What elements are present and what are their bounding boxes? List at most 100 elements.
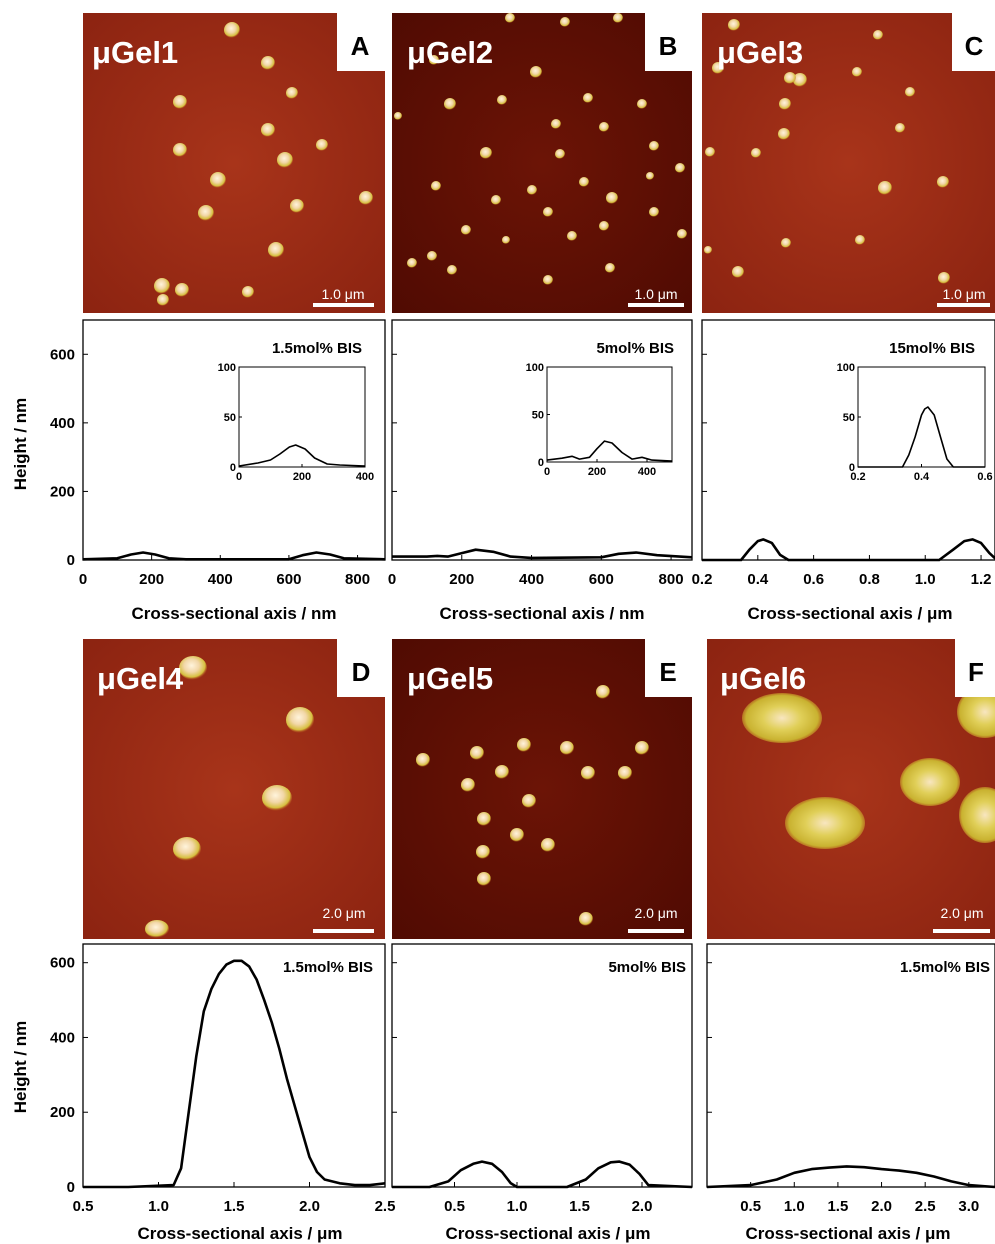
bis-label-c: 15mol% BIS <box>889 340 975 357</box>
y-tick-label: 400 <box>50 1029 75 1046</box>
panel-letter-f: F <box>968 657 984 687</box>
x-tick-label: 2.5 <box>915 1198 936 1215</box>
x-tick-label: 0.4 <box>914 471 930 483</box>
image-name-b: μGel2 <box>407 35 493 70</box>
scale-bar-label-d: 2.0 μm <box>322 905 365 921</box>
y-tick-label: 600 <box>50 346 75 363</box>
x-axis-label-e: Cross-sectional axis / μm <box>445 1224 650 1243</box>
y-axis-label-bottom: Height / nm <box>11 1021 30 1114</box>
y-tick-label: 0 <box>67 1179 75 1196</box>
scale-bar-label-e: 2.0 μm <box>634 905 677 921</box>
profile-chart-d: 0.5 1.0 1.5 2.0 2.5 0 200 400 600 <box>50 944 395 1215</box>
image-name-c: μGel3 <box>717 35 803 70</box>
x-tick-label: 0.5 <box>444 1198 465 1215</box>
x-tick-label: 0.6 <box>803 571 824 588</box>
x-tick-label: 1.0 <box>784 1198 805 1215</box>
x-tick-label: 1.0 <box>148 1198 169 1215</box>
x-tick-label: 0.5 <box>73 1198 94 1215</box>
x-axis-label-a: Cross-sectional axis / nm <box>131 604 336 623</box>
x-tick-label: 0.6 <box>977 471 992 483</box>
y-tick-label: 100 <box>526 362 544 374</box>
x-tick-label: 1.5 <box>569 1198 590 1215</box>
panel-letter-b: B <box>659 31 678 61</box>
y-tick-label: 50 <box>843 412 855 424</box>
x-tick-label: 200 <box>588 466 606 478</box>
inset-a: 0 200 400 0 50 100 <box>218 362 375 483</box>
image-name-e: μGel5 <box>407 661 493 696</box>
x-tick-label: 1.0 <box>915 571 936 588</box>
x-tick-label: 200 <box>293 471 311 483</box>
plot-frame <box>83 944 385 1187</box>
x-tick-label: 200 <box>139 571 164 588</box>
x-tick-label: 0 <box>79 571 87 588</box>
scale-bar-label-c: 1.0 μm <box>942 286 985 302</box>
y-tick-label: 0 <box>67 552 75 569</box>
y-tick-label: 200 <box>50 483 75 500</box>
plot-frame <box>707 944 995 1187</box>
x-tick-label: 0 <box>544 466 550 478</box>
profile-chart-f: 0.5 1.0 1.5 2.0 2.5 3.0 <box>707 944 995 1215</box>
y-tick-label: 0 <box>538 457 544 469</box>
x-tick-label: 400 <box>208 571 233 588</box>
x-tick-label: 0 <box>236 471 242 483</box>
plot-frame <box>239 367 365 467</box>
plot-frame <box>547 367 672 462</box>
scale-bar-label-f: 2.0 μm <box>940 905 983 921</box>
x-tick-label: 1.5 <box>224 1198 245 1215</box>
y-axis-label-top: Height / nm <box>11 398 30 491</box>
scale-bar-label-a: 1.0 μm <box>321 286 364 302</box>
x-tick-label: 0.5 <box>740 1198 761 1215</box>
x-tick-label: 2.5 <box>375 1198 396 1215</box>
image-name-d: μGel4 <box>97 661 184 696</box>
bis-label-f: 1.5mol% BIS <box>900 959 990 976</box>
y-tick-label: 100 <box>837 362 855 374</box>
x-axis-label-d: Cross-sectional axis / μm <box>137 1224 342 1243</box>
x-tick-label: 0.2 <box>692 571 713 588</box>
bis-label-a: 1.5mol% BIS <box>272 340 362 357</box>
bis-label-d: 1.5mol% BIS <box>283 959 373 976</box>
y-tick-label: 0 <box>849 462 855 474</box>
x-tick-label: 400 <box>356 471 374 483</box>
y-tick-label: 0 <box>230 462 236 474</box>
y-tick-label: 100 <box>218 362 236 374</box>
x-tick-label: 1.0 <box>507 1198 528 1215</box>
panel-letter-a: A <box>351 31 370 61</box>
image-name-a: μGel1 <box>92 35 178 70</box>
y-tick-label: 200 <box>50 1104 75 1121</box>
x-tick-label: 200 <box>449 571 474 588</box>
x-tick-label: 0.8 <box>859 571 880 588</box>
profile-chart-e: 0.5 1.0 1.5 2.0 <box>392 944 692 1215</box>
panel-letter-d: D <box>352 657 371 687</box>
image-name-f: μGel6 <box>720 661 806 696</box>
x-tick-label: 2.0 <box>299 1198 320 1215</box>
x-tick-label: 2.0 <box>632 1198 653 1215</box>
x-tick-label: 1.2 <box>971 571 992 588</box>
plot-frame <box>392 944 692 1187</box>
y-tick-label: 400 <box>50 415 75 432</box>
scale-bar-label-b: 1.0 μm <box>634 286 677 302</box>
x-tick-label: 0 <box>388 571 396 588</box>
x-tick-label: 2.0 <box>871 1198 892 1215</box>
bis-label-e: 5mol% BIS <box>608 959 686 976</box>
y-tick-label: 50 <box>224 412 236 424</box>
x-tick-label: 1.5 <box>827 1198 848 1215</box>
x-tick-label: 800 <box>345 571 370 588</box>
x-tick-label: 600 <box>276 571 301 588</box>
y-tick-label: 600 <box>50 955 75 972</box>
panel-letter-e: E <box>659 657 676 687</box>
x-axis-label-b: Cross-sectional axis / nm <box>439 604 644 623</box>
x-tick-label: 800 <box>659 571 684 588</box>
x-tick-label: 400 <box>638 466 656 478</box>
x-tick-label: 3.0 <box>958 1198 979 1215</box>
inset-c: 0.2 0.4 0.6050100 <box>837 362 993 483</box>
x-tick-label: 600 <box>589 571 614 588</box>
x-tick-label: 0.4 <box>747 571 769 588</box>
x-axis-label-f: Cross-sectional axis / μm <box>745 1224 950 1243</box>
bis-label-b: 5mol% BIS <box>596 340 674 357</box>
y-tick-label: 50 <box>532 410 544 422</box>
x-axis-label-c: Cross-sectional axis / μm <box>747 604 952 623</box>
panel-letter-c: C <box>965 31 984 61</box>
inset-b: 0 200 400 0 50 100 <box>526 362 672 478</box>
x-tick-label: 400 <box>519 571 544 588</box>
